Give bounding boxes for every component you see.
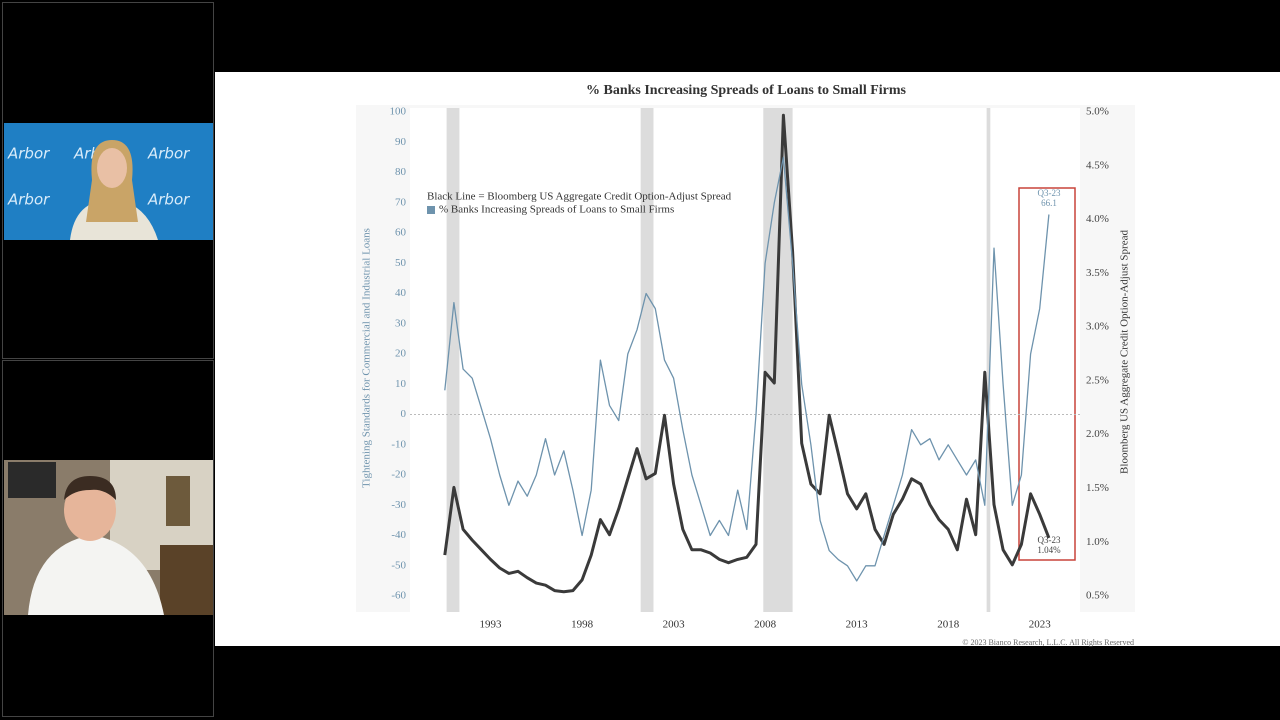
person-body	[28, 535, 164, 615]
y-tick-label: 10	[395, 378, 407, 390]
plot-area	[410, 108, 1080, 612]
y-tick-label: -60	[391, 590, 406, 602]
legend-label: Black Line = Bloomberg US Aggregate Cred…	[427, 191, 732, 203]
y2-tick-label: 3.5%	[1086, 267, 1109, 279]
chart: -60 -50 -40 -30 -20 -10 0 10 20 30 40 50 60 70 80 90 100…	[390, 106, 1109, 631]
annotation: 66.1	[1041, 198, 1057, 208]
highlight-box	[1018, 187, 1076, 561]
x-tick-label: 2003	[663, 619, 686, 631]
y-tick-label: 60	[395, 227, 407, 239]
y-tick-label: 40	[395, 287, 407, 299]
logo: Arbor	[147, 191, 190, 209]
x-tick-label: 2023	[1029, 619, 1052, 631]
y2-tick-label: 0.5%	[1086, 590, 1109, 602]
legend-swatch	[427, 206, 435, 214]
x-tick-label: 2018	[937, 619, 960, 631]
video-tile[interactable]	[4, 460, 213, 615]
legend-label: % Banks Increasing Spreads of Loans to S…	[439, 204, 674, 216]
y-tick-label: 0	[401, 408, 407, 420]
tile-frame	[2, 2, 214, 359]
shaded-period	[640, 108, 654, 612]
chart-title: % Banks Increasing Spreads of Loans to S…	[586, 83, 907, 98]
y2-tick-label: 3.0%	[1086, 321, 1109, 333]
y2-tick-label: 1.0%	[1086, 536, 1109, 548]
logo: Arbor	[147, 145, 190, 163]
video-tile[interactable]: Arbor Arbor Arbor Arbor Arbor	[4, 123, 213, 240]
y-tick-label: 50	[395, 257, 407, 269]
copyright: © 2023 Bianco Research, L.L.C. All Right…	[962, 638, 1134, 647]
y2-axis-label: Bloomberg US Aggregate Credit Option-Adj…	[1119, 230, 1131, 474]
x-tick-label: 1998	[571, 619, 594, 631]
person-face	[64, 479, 116, 541]
y-tick-label: 70	[395, 196, 407, 208]
picture-frame	[166, 476, 190, 526]
shaded-period	[446, 108, 460, 612]
y-tick-label: -10	[391, 438, 406, 450]
picture-frame	[8, 462, 56, 498]
y-tick-label: -40	[391, 529, 406, 541]
y-tick-label: 90	[395, 136, 407, 148]
x-tick-label: 2013	[846, 619, 869, 631]
x-tick-label: 2008	[754, 619, 777, 631]
shaded-period	[986, 108, 991, 612]
y2-tick-label: 4.5%	[1086, 159, 1109, 171]
y2-tick-label: 2.0%	[1086, 428, 1109, 440]
person-face	[97, 148, 127, 188]
desk	[160, 545, 213, 615]
series-line	[444, 156, 1050, 582]
series-line	[443, 113, 1051, 594]
tile-frame	[2, 360, 214, 717]
y-tick-label: -20	[391, 469, 406, 481]
y-axis-label: Tightening Standards for Commercial and …	[361, 228, 373, 488]
y-tick-label: 80	[395, 166, 407, 178]
person-hair	[64, 476, 116, 500]
y2-tick-label: 1.5%	[1086, 482, 1109, 494]
y-tick-label: -30	[391, 499, 406, 511]
y-tick-label: -50	[391, 559, 406, 571]
x-tick-label: 1993	[480, 619, 503, 631]
annotation: Q3-23	[1038, 188, 1061, 198]
y2-tick-label: 5.0%	[1086, 106, 1109, 118]
annotation: Q3-23	[1038, 535, 1061, 545]
y2-tick-label: 4.0%	[1086, 213, 1109, 225]
y-tick-label: 100	[390, 106, 407, 118]
y-tick-label: 20	[395, 348, 407, 360]
logo: Arbor	[7, 145, 50, 163]
logo: Arbor	[7, 191, 50, 209]
y2-tick-label: 2.5%	[1086, 374, 1109, 386]
annotation: 1.04%	[1037, 545, 1061, 555]
y-tick-label: 30	[395, 317, 407, 329]
